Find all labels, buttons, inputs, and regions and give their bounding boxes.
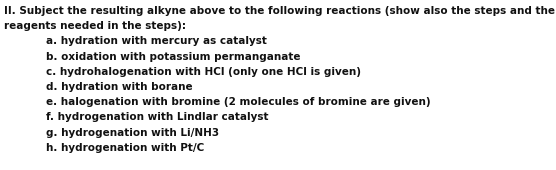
Text: c. hydrohalogenation with HCl (only one HCl is given): c. hydrohalogenation with HCl (only one … <box>46 67 361 77</box>
Text: h. hydrogenation with Pt/C: h. hydrogenation with Pt/C <box>46 143 204 153</box>
Text: d. hydration with borane: d. hydration with borane <box>46 82 192 92</box>
Text: g. hydrogenation with Li/NH3: g. hydrogenation with Li/NH3 <box>46 128 219 138</box>
Text: f. hydrogenation with Lindlar catalyst: f. hydrogenation with Lindlar catalyst <box>46 112 268 122</box>
Text: II. Subject the resulting alkyne above to the following reactions (show also the: II. Subject the resulting alkyne above t… <box>4 6 555 16</box>
Text: a. hydration with mercury as catalyst: a. hydration with mercury as catalyst <box>46 36 266 46</box>
Text: reagents needed in the steps):: reagents needed in the steps): <box>4 21 186 31</box>
Text: e. halogenation with bromine (2 molecules of bromine are given): e. halogenation with bromine (2 molecule… <box>46 97 430 107</box>
Text: b. oxidation with potassium permanganate: b. oxidation with potassium permanganate <box>46 52 300 62</box>
